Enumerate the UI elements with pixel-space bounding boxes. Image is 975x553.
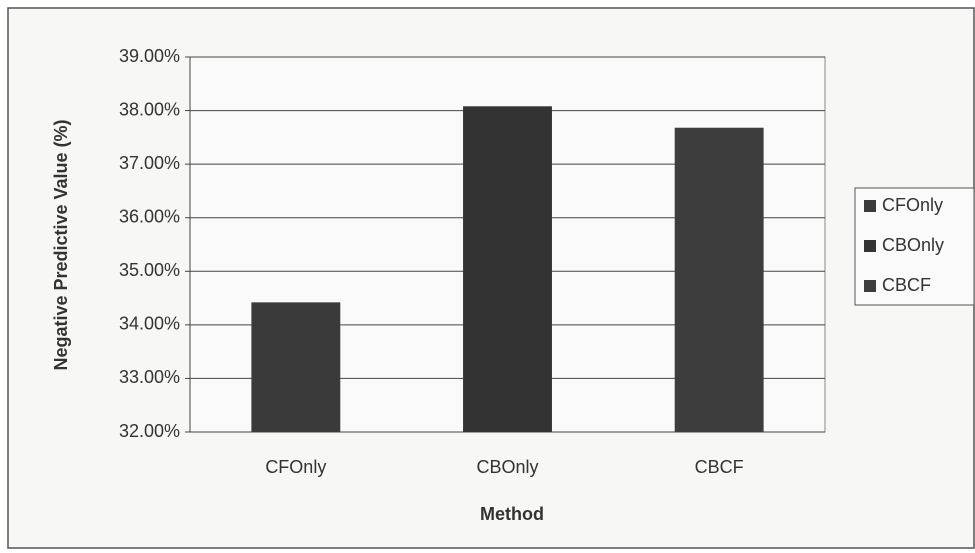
bar	[674, 127, 764, 432]
y-tick-label: 32.00%	[119, 421, 180, 441]
bar	[251, 302, 341, 432]
y-tick-label: 35.00%	[119, 260, 180, 280]
x-axis-title: Method	[480, 504, 544, 524]
legend-label: CFOnly	[882, 195, 943, 215]
y-tick-label: 38.00%	[119, 99, 180, 119]
y-tick-label: 33.00%	[119, 367, 180, 387]
legend-label: CBCF	[882, 275, 931, 295]
legend-swatch	[864, 200, 876, 212]
legend-label: CBOnly	[882, 235, 944, 255]
x-tick-label: CFOnly	[265, 457, 326, 477]
y-tick-label: 34.00%	[119, 314, 180, 334]
y-tick-label: 37.00%	[119, 153, 180, 173]
y-tick-label: 39.00%	[119, 46, 180, 66]
x-tick-label: CBCF	[695, 457, 744, 477]
y-axis-title: Negative Predictive Value (%)	[51, 119, 71, 370]
y-tick-label: 36.00%	[119, 206, 180, 226]
legend-swatch	[864, 280, 876, 292]
bar	[463, 106, 552, 433]
x-tick-label: CBOnly	[476, 457, 538, 477]
legend-swatch	[864, 240, 876, 252]
